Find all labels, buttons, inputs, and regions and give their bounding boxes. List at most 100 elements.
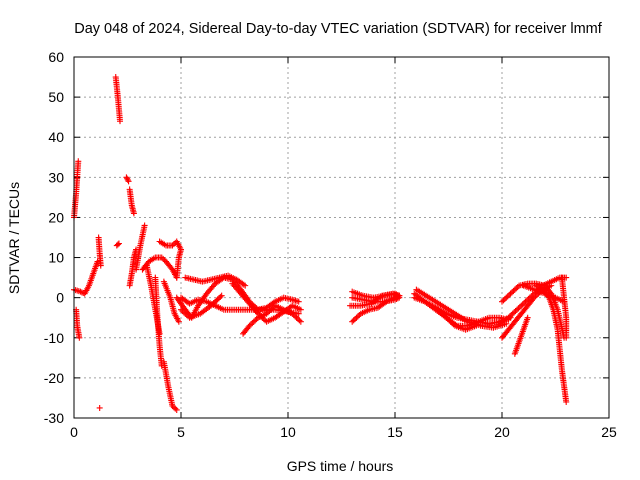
x-tick-label: 25 <box>601 424 617 440</box>
data-point <box>294 316 301 323</box>
y-axis-label: SDTVAR / TECUs <box>6 182 22 294</box>
data-point <box>265 309 272 316</box>
data-point <box>114 241 121 248</box>
data-track-13 <box>160 358 180 413</box>
data-point <box>263 310 270 317</box>
x-tick-label: 0 <box>70 424 78 440</box>
data-track-26 <box>347 290 401 309</box>
data-point <box>269 305 276 312</box>
data-point <box>392 291 399 298</box>
data-point <box>352 316 359 323</box>
data-point <box>447 318 454 325</box>
y-tick-label: 20 <box>48 209 64 225</box>
data-point <box>443 314 450 321</box>
data-point <box>266 308 273 315</box>
y-tick-label: 30 <box>48 169 64 185</box>
data-point <box>267 306 274 313</box>
data-point <box>441 313 448 320</box>
data-point <box>289 310 296 317</box>
data-point <box>130 210 137 217</box>
data-point <box>170 404 177 411</box>
data-point <box>511 286 518 293</box>
data-point <box>297 306 304 313</box>
grid-lines <box>74 57 609 418</box>
data-track-35 <box>511 314 531 357</box>
data-point <box>504 293 511 300</box>
data-point <box>528 293 535 300</box>
data-point <box>525 296 532 303</box>
y-tick-label: 40 <box>48 129 64 145</box>
data-point <box>349 318 356 325</box>
data-point <box>253 316 260 323</box>
data-point <box>561 298 568 305</box>
data-track-20 <box>178 292 225 321</box>
x-tick-label: 5 <box>177 424 185 440</box>
data-point <box>115 240 122 247</box>
data-point <box>180 309 187 316</box>
data-point <box>508 289 515 296</box>
data-track-37 <box>520 282 568 305</box>
data-point <box>292 313 299 320</box>
data-point <box>125 178 132 185</box>
y-tick-label: 60 <box>48 49 64 65</box>
data-point <box>506 291 513 298</box>
data-point <box>529 291 536 298</box>
x-tick-label: 20 <box>494 424 510 440</box>
data-point <box>450 321 457 328</box>
data-point <box>297 318 304 325</box>
data-point <box>444 316 451 323</box>
data-track-1 <box>71 258 101 297</box>
plot-frame <box>73 56 610 419</box>
data-point <box>75 158 82 165</box>
data-track-3 <box>95 234 104 269</box>
data-point <box>253 309 260 316</box>
data-point <box>523 297 530 304</box>
data-track-30 <box>434 306 480 333</box>
data-track-14 <box>143 262 163 337</box>
data-point <box>513 285 520 292</box>
data-point <box>503 294 510 301</box>
data-point <box>563 398 570 405</box>
data-point <box>518 302 525 309</box>
data-point <box>141 222 148 229</box>
data-point <box>511 309 518 316</box>
data-point <box>499 298 505 305</box>
y-tick-label: 50 <box>48 89 64 105</box>
data-point <box>509 310 516 317</box>
data-point <box>175 318 182 325</box>
data-track-19 <box>182 272 249 289</box>
data-track-5 <box>112 74 124 125</box>
data-track-2 <box>73 306 83 341</box>
data-point <box>252 317 259 324</box>
data-point <box>356 312 363 319</box>
chart-title: Day 048 of 2024, Sidereal Day-to-day VTE… <box>74 21 603 37</box>
y-tick-label: -10 <box>44 330 64 346</box>
data-point <box>563 334 570 341</box>
data-point <box>249 320 256 327</box>
data-track-15 <box>160 278 182 325</box>
data-point <box>218 292 225 299</box>
data-point <box>524 314 531 321</box>
data-point <box>506 313 513 320</box>
data-track-10 <box>133 222 148 273</box>
data-point <box>519 301 526 308</box>
data-point <box>217 293 224 300</box>
data-point <box>117 118 124 125</box>
data-point <box>246 322 253 329</box>
data-point <box>169 402 176 409</box>
data-point <box>293 314 300 321</box>
y-tick-label: 0 <box>56 290 64 306</box>
data-point <box>440 312 447 319</box>
data-point <box>449 320 456 327</box>
data-point <box>391 291 398 298</box>
data-point <box>183 312 190 319</box>
data-point <box>507 290 514 297</box>
data-track-12 <box>152 274 165 369</box>
data-point <box>124 175 131 182</box>
data-point <box>96 404 103 411</box>
data-point <box>515 305 522 312</box>
data-point <box>522 298 529 305</box>
data-point <box>178 306 184 313</box>
data-point <box>439 310 446 317</box>
